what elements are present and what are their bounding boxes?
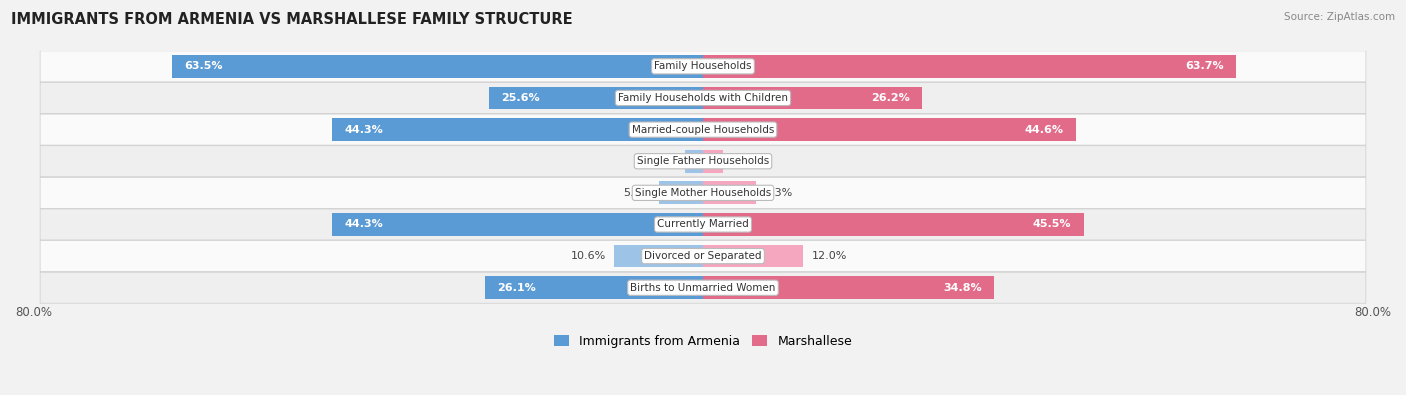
Text: 63.5%: 63.5% [184, 61, 222, 71]
Text: 34.8%: 34.8% [943, 283, 981, 293]
Text: 44.3%: 44.3% [344, 124, 384, 135]
Bar [703, 150, 723, 173]
Bar [172, 55, 703, 78]
Text: 44.3%: 44.3% [344, 220, 384, 229]
Bar [703, 245, 803, 267]
Text: IMMIGRANTS FROM ARMENIA VS MARSHALLESE FAMILY STRUCTURE: IMMIGRANTS FROM ARMENIA VS MARSHALLESE F… [11, 12, 572, 27]
Text: Divorced or Separated: Divorced or Separated [644, 251, 762, 261]
Bar [489, 87, 703, 109]
Bar [614, 245, 703, 267]
Text: 10.6%: 10.6% [571, 251, 606, 261]
Text: Source: ZipAtlas.com: Source: ZipAtlas.com [1284, 12, 1395, 22]
Text: 44.6%: 44.6% [1025, 124, 1064, 135]
Bar [485, 276, 703, 299]
Text: Births to Unmarried Women: Births to Unmarried Women [630, 283, 776, 293]
Text: 45.5%: 45.5% [1033, 220, 1071, 229]
Bar [703, 55, 1236, 78]
Bar [703, 118, 1076, 141]
Text: Single Mother Households: Single Mother Households [636, 188, 770, 198]
Text: 25.6%: 25.6% [502, 93, 540, 103]
Legend: Immigrants from Armenia, Marshallese: Immigrants from Armenia, Marshallese [548, 330, 858, 353]
Text: 63.7%: 63.7% [1185, 61, 1223, 71]
Text: 2.1%: 2.1% [648, 156, 678, 166]
FancyBboxPatch shape [41, 241, 1365, 272]
FancyBboxPatch shape [41, 177, 1365, 208]
Text: 26.1%: 26.1% [498, 283, 536, 293]
Bar [703, 213, 1084, 236]
Text: 6.3%: 6.3% [763, 188, 793, 198]
Text: 26.2%: 26.2% [870, 93, 910, 103]
Bar [703, 87, 922, 109]
Text: Currently Married: Currently Married [657, 220, 749, 229]
Text: Family Households: Family Households [654, 61, 752, 71]
FancyBboxPatch shape [41, 83, 1365, 113]
Text: Married-couple Households: Married-couple Households [631, 124, 775, 135]
Bar [703, 181, 755, 204]
Text: 2.4%: 2.4% [731, 156, 761, 166]
Bar [686, 150, 703, 173]
FancyBboxPatch shape [41, 146, 1365, 177]
FancyBboxPatch shape [41, 272, 1365, 303]
Text: Family Households with Children: Family Households with Children [619, 93, 787, 103]
Text: Single Father Households: Single Father Households [637, 156, 769, 166]
Text: 5.2%: 5.2% [623, 188, 651, 198]
FancyBboxPatch shape [41, 114, 1365, 145]
Bar [703, 276, 994, 299]
Bar [332, 213, 703, 236]
Bar [332, 118, 703, 141]
FancyBboxPatch shape [41, 51, 1365, 82]
Bar [659, 181, 703, 204]
FancyBboxPatch shape [41, 209, 1365, 240]
Text: 12.0%: 12.0% [811, 251, 848, 261]
